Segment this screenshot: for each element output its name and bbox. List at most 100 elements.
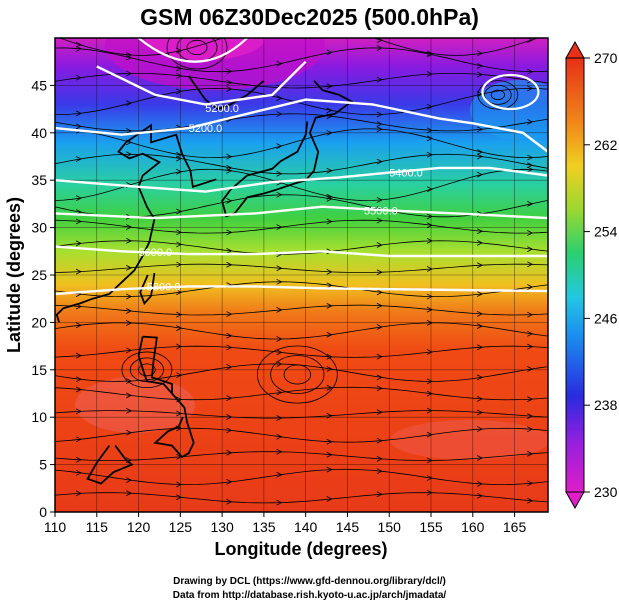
flow-arrow — [326, 83, 333, 90]
x-axis-label: Longitude (degrees) — [214, 539, 387, 559]
flow-arrow — [426, 320, 433, 326]
flow-arrow — [75, 386, 82, 393]
flow-arrow — [75, 41, 82, 48]
contour-label: 5200.0 — [189, 123, 223, 135]
streamline — [55, 73, 548, 89]
flow-arrow — [226, 479, 233, 485]
flow-arrow — [527, 450, 534, 457]
colorbar-min-arrow — [565, 491, 585, 510]
flow-arrow — [326, 167, 333, 174]
flow-arrow — [476, 481, 484, 487]
flow-arrow — [426, 407, 433, 414]
flow-arrow — [376, 374, 383, 381]
flow-arrow — [176, 494, 183, 501]
flow-arrow — [376, 111, 383, 118]
flow-arrow — [75, 195, 82, 201]
flow-arrow — [176, 289, 183, 296]
streamline — [55, 427, 548, 443]
colorbar-tick-label: 238 — [594, 397, 618, 413]
flow-arrow — [176, 481, 183, 488]
flow-arrow — [226, 344, 233, 351]
flow-arrow — [276, 499, 283, 506]
flow-arrow — [226, 395, 233, 401]
flow-arrow — [376, 468, 383, 475]
streamline — [55, 345, 548, 358]
x-tick-label: 140 — [294, 519, 318, 535]
flow-arrow — [75, 74, 82, 81]
flow-arrow — [276, 278, 283, 285]
colorbar-max-arrow — [565, 40, 585, 59]
flow-arrow — [476, 262, 484, 269]
x-axis: 110 115 120 125 130 135 140 145 150 155 160 165 — [44, 512, 527, 535]
flow-arrow — [426, 306, 433, 313]
flow-arrow — [376, 385, 383, 392]
flow-arrow — [326, 282, 333, 289]
flow-arrow — [126, 237, 133, 244]
flow-arrow — [376, 302, 383, 309]
flow-arrow — [326, 218, 333, 225]
y-tick-label: 0 — [39, 504, 47, 520]
flow-arrow — [176, 325, 183, 331]
flow-arrow — [426, 390, 433, 397]
flow-arrow — [326, 49, 333, 56]
flow-arrow — [476, 153, 484, 160]
flow-arrow — [126, 429, 133, 436]
flow-arrow — [476, 374, 484, 381]
flow-arrow — [176, 88, 183, 95]
contour-label: 5600.0 — [138, 247, 172, 259]
flow-arrow — [276, 336, 283, 342]
height-contour — [96, 60, 307, 106]
contour-label: 5500.0 — [364, 206, 398, 218]
flow-arrow — [276, 389, 283, 396]
flow-arrow — [126, 100, 133, 106]
flow-arrow — [376, 491, 383, 498]
streamline — [55, 240, 548, 255]
y-tick-label: 30 — [31, 220, 47, 236]
streamline — [55, 468, 548, 485]
flow-arrow — [277, 21, 282, 26]
x-tick-label: 115 — [86, 519, 109, 535]
flow-arrow — [176, 151, 183, 158]
flow-arrow — [376, 409, 383, 416]
streamline — [55, 322, 548, 340]
flow-arrow — [476, 240, 484, 246]
y-axis: 0 5 10 15 20 25 30 35 40 45 — [31, 77, 55, 520]
x-tick-label: 125 — [169, 519, 193, 535]
flow-arrow — [176, 229, 183, 236]
flow-arrow — [176, 208, 183, 215]
flow-arrow — [376, 324, 383, 330]
streamline-eddy — [490, 89, 505, 101]
flow-arrow — [527, 261, 534, 268]
y-tick-label: 40 — [31, 125, 47, 141]
flow-arrow — [226, 198, 233, 204]
flow-arrow — [75, 240, 82, 247]
streamline-eddy — [283, 364, 312, 385]
flow-arrow — [476, 492, 484, 499]
flow-arrow — [426, 431, 433, 438]
flow-arrow — [376, 269, 383, 276]
flow-arrow — [276, 170, 283, 177]
flow-arrow — [527, 396, 534, 402]
flow-arrow — [176, 311, 183, 318]
x-tick-label: 165 — [503, 519, 527, 535]
flow-arrow — [426, 489, 433, 496]
height-contour — [481, 73, 540, 111]
flow-arrow — [226, 167, 233, 174]
flow-arrow — [176, 72, 183, 79]
streamline — [55, 153, 548, 175]
flow-arrow — [176, 261, 183, 268]
x-tick-label: 130 — [210, 519, 234, 535]
flow-arrow — [126, 52, 133, 58]
flow-arrow — [376, 45, 383, 51]
flow-arrow — [276, 307, 283, 313]
flow-arrow — [476, 323, 484, 329]
flow-arrow — [276, 471, 283, 478]
flow-arrow — [226, 332, 233, 339]
flow-arrow — [226, 311, 233, 317]
flow-arrow — [527, 426, 534, 433]
flow-arrow — [527, 480, 534, 487]
height-contour — [55, 205, 548, 220]
flow-arrow — [226, 68, 233, 75]
flow-arrow — [276, 433, 283, 440]
flow-arrow — [527, 246, 534, 252]
